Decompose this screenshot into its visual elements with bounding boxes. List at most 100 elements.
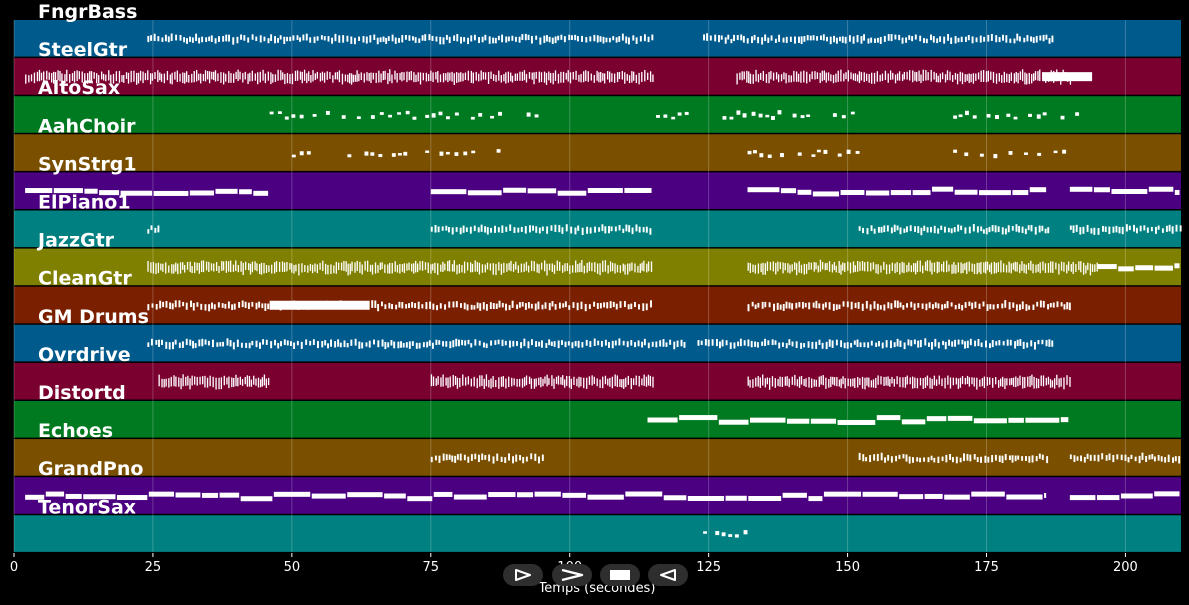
note <box>562 492 586 498</box>
note <box>968 301 971 307</box>
note <box>421 35 424 41</box>
note <box>998 36 1001 43</box>
note <box>1161 228 1164 233</box>
note <box>642 227 645 233</box>
note <box>628 37 630 45</box>
note <box>812 191 840 197</box>
note <box>949 377 952 389</box>
note <box>1082 262 1085 275</box>
note <box>239 189 252 195</box>
note <box>548 302 551 311</box>
note <box>779 376 781 387</box>
note <box>749 379 751 388</box>
note <box>1038 225 1041 233</box>
note <box>929 260 931 272</box>
note <box>211 302 213 309</box>
note <box>838 379 841 387</box>
note <box>161 37 164 42</box>
note <box>1120 454 1123 461</box>
note <box>580 377 582 387</box>
note <box>1031 73 1033 84</box>
note <box>768 72 770 84</box>
note <box>405 304 408 309</box>
note <box>495 379 497 388</box>
rewind-button[interactable] <box>648 564 688 586</box>
note <box>624 264 626 275</box>
note <box>449 376 451 388</box>
note <box>1069 225 1072 230</box>
note <box>222 72 225 85</box>
note <box>991 225 994 232</box>
note <box>641 72 643 82</box>
note <box>503 187 527 193</box>
note <box>570 226 573 234</box>
note <box>437 263 439 275</box>
note <box>338 70 341 83</box>
note <box>844 263 846 272</box>
note <box>631 71 633 83</box>
note <box>316 264 319 274</box>
note <box>759 377 761 388</box>
note <box>665 342 668 347</box>
note <box>884 457 887 463</box>
note <box>634 263 636 273</box>
note <box>883 35 886 42</box>
note <box>529 225 531 233</box>
forward-button[interactable] <box>552 564 592 586</box>
note <box>600 340 603 347</box>
note <box>883 304 886 311</box>
note <box>389 262 391 274</box>
note <box>523 263 525 273</box>
note <box>933 375 936 386</box>
note <box>926 375 929 386</box>
note <box>59 70 61 82</box>
note <box>999 378 1002 387</box>
note <box>764 338 767 347</box>
note <box>966 340 969 349</box>
note <box>259 379 262 388</box>
note <box>973 377 975 387</box>
note <box>508 340 511 348</box>
note <box>742 35 745 43</box>
note <box>190 300 192 308</box>
note <box>764 378 767 388</box>
note <box>194 262 196 274</box>
note <box>312 339 315 345</box>
note <box>240 261 242 272</box>
note <box>1172 457 1175 463</box>
note <box>270 341 273 349</box>
note <box>964 377 967 385</box>
note <box>867 38 870 44</box>
note <box>782 262 784 274</box>
note <box>864 262 866 272</box>
note <box>159 300 162 309</box>
note <box>1025 417 1060 423</box>
note <box>761 37 764 45</box>
stop-button[interactable] <box>600 564 640 586</box>
note <box>901 37 904 44</box>
note <box>398 37 401 43</box>
note <box>108 70 110 81</box>
note <box>470 70 473 83</box>
note <box>1035 456 1038 462</box>
note <box>291 154 296 158</box>
play-button[interactable] <box>503 564 543 586</box>
note <box>307 265 309 273</box>
note <box>813 379 815 387</box>
note <box>786 418 810 424</box>
note <box>831 340 834 348</box>
note <box>926 227 929 233</box>
note <box>980 70 982 82</box>
note <box>782 37 785 43</box>
note <box>471 263 474 273</box>
note <box>605 37 608 43</box>
note <box>469 226 472 234</box>
note <box>867 261 869 272</box>
note <box>560 34 563 40</box>
note <box>604 73 606 84</box>
note <box>861 376 864 389</box>
note <box>501 225 504 233</box>
note <box>1014 455 1017 462</box>
note <box>588 304 591 309</box>
tick-label: 125 <box>696 560 721 575</box>
